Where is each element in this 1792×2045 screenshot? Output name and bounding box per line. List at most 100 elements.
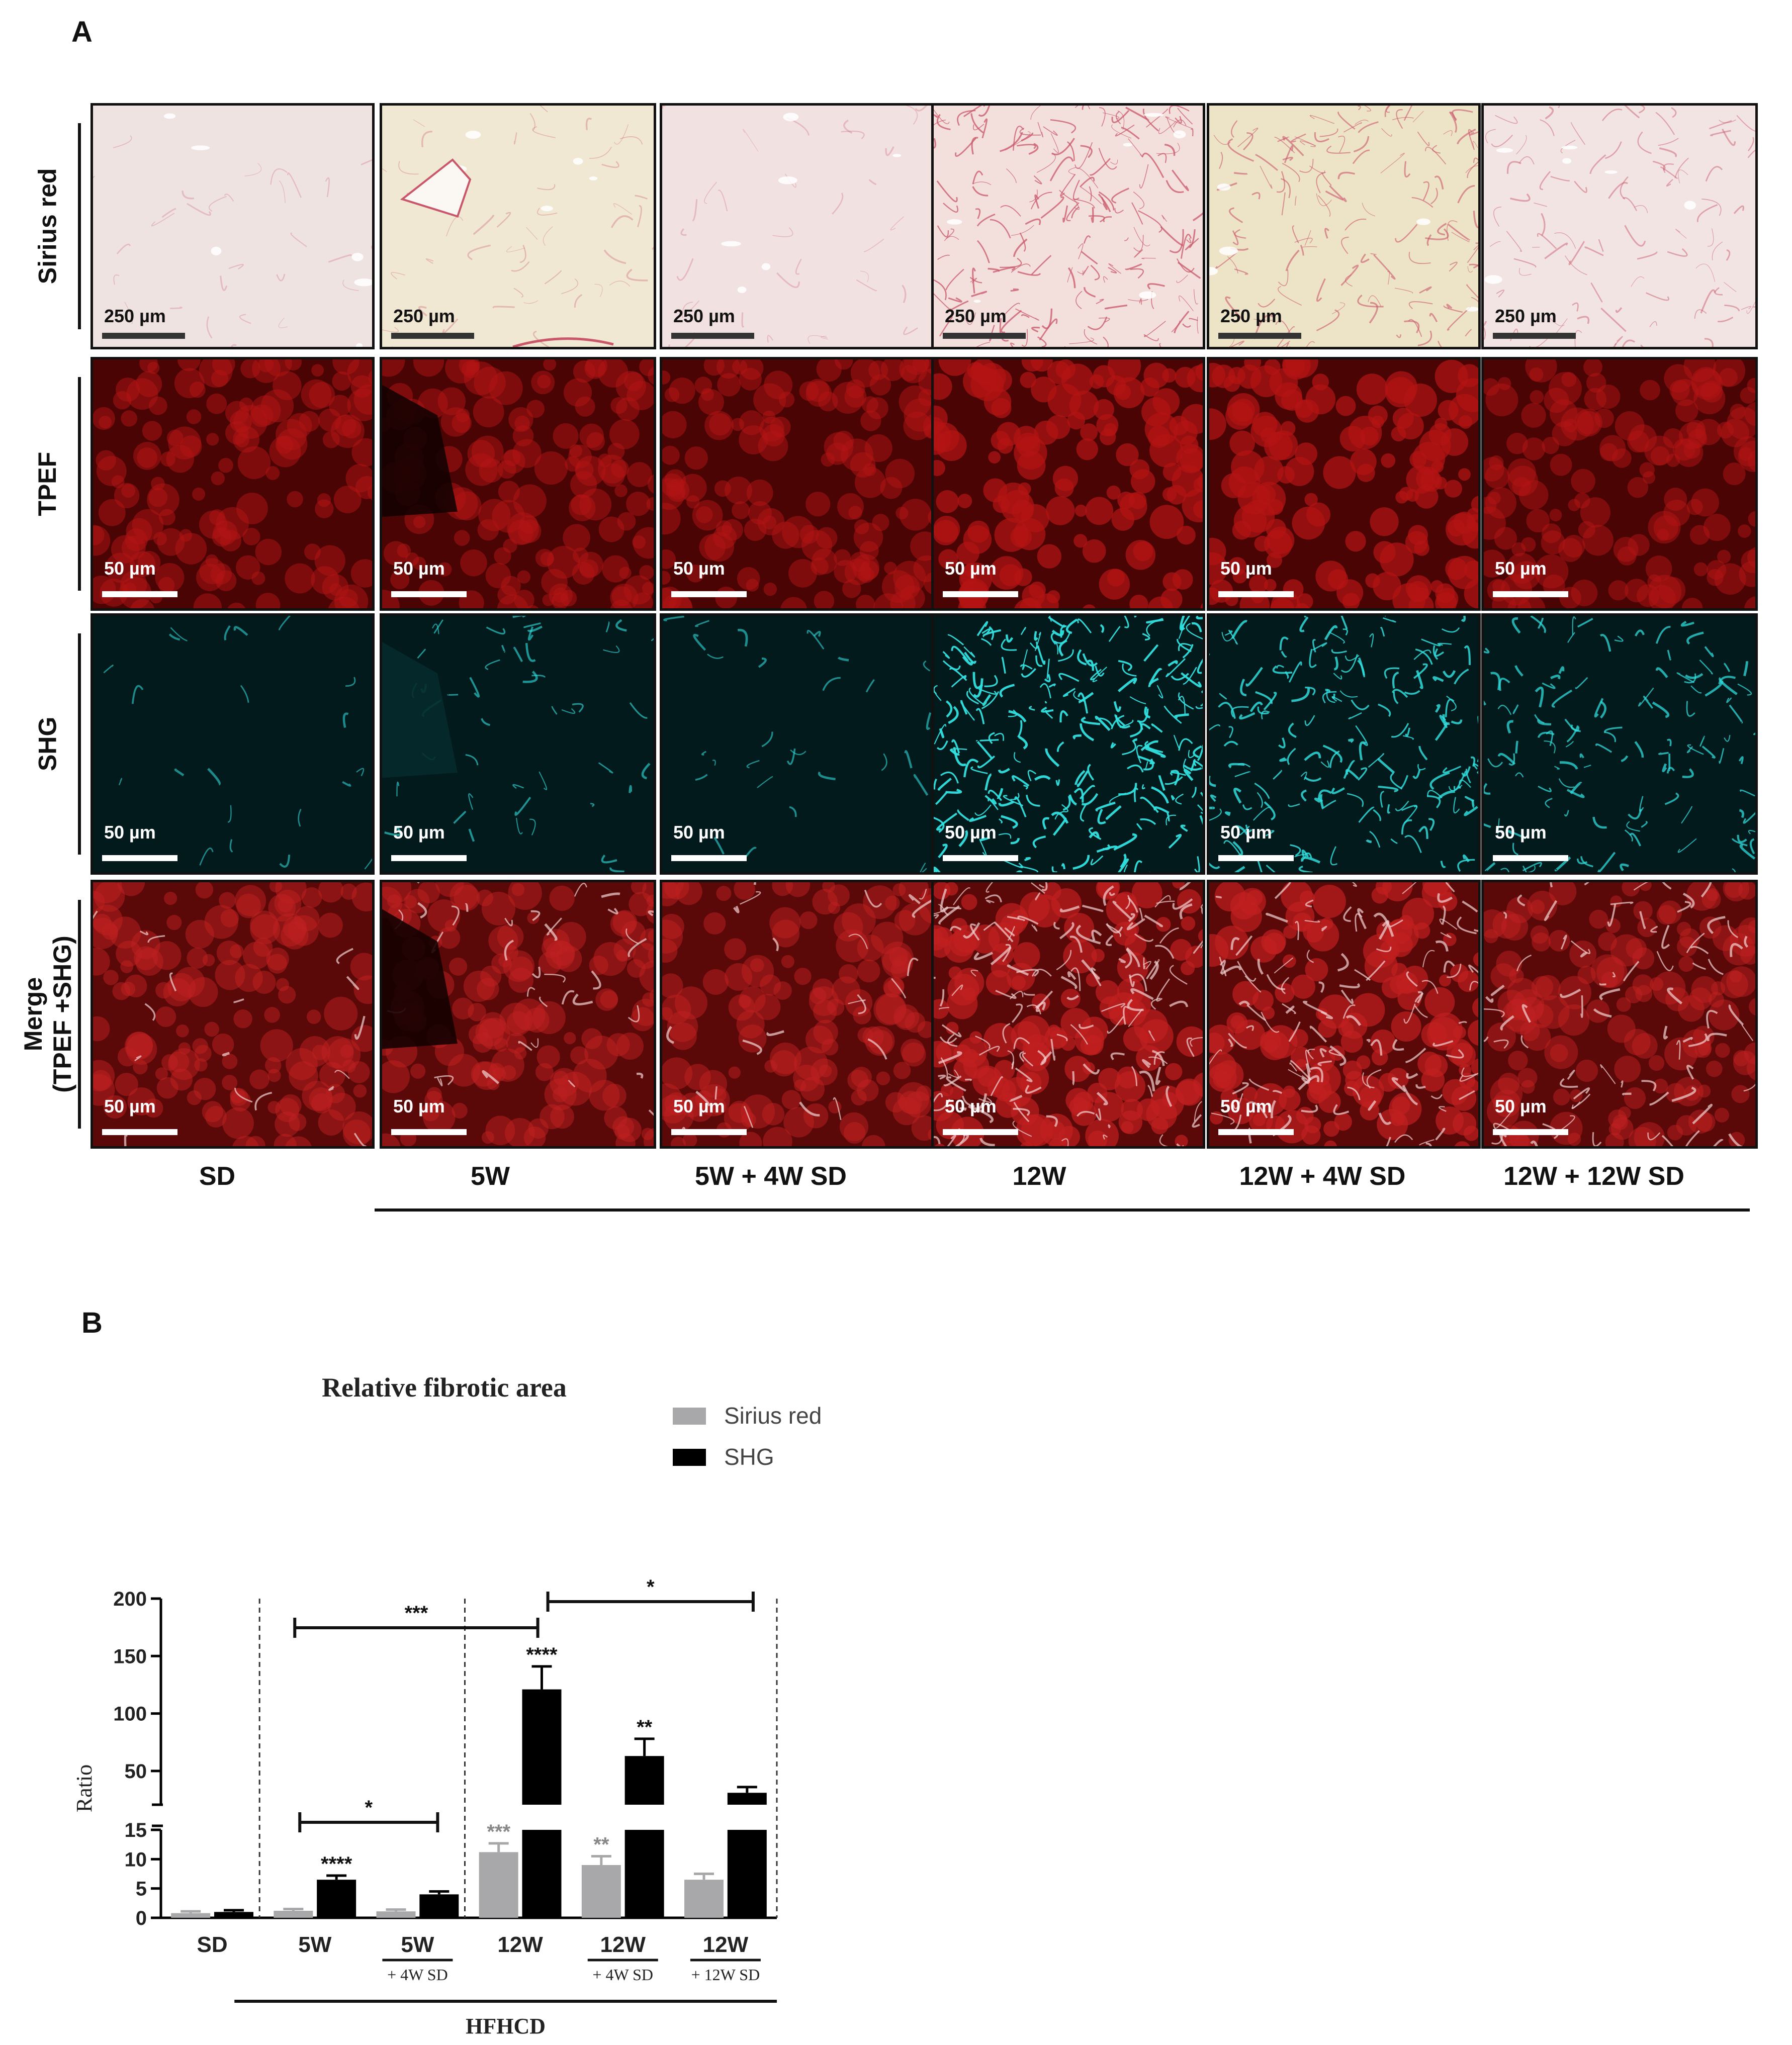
scale-bar-label: 50 µm [945,1096,997,1117]
scale-bar [943,855,1018,861]
bar-segment [522,1830,562,1918]
scale-bar-label: 50 µm [104,822,156,843]
micrograph-merge-5: 50 µm [1481,880,1758,1149]
column-label: 5W [471,1162,510,1191]
scale-bar [943,333,1026,339]
micrograph-shg-3: 50 µm [931,613,1205,875]
scale-bar [391,333,474,339]
x-category-label: 5W [401,1932,434,1957]
micrograph-merge-1: 50 µm [380,880,656,1149]
scale-bar-label: 50 µm [673,558,725,579]
scale-bar [1218,591,1294,597]
row-label-line: SHG [33,716,62,772]
x-axis-group-label: HFHCD [466,2014,546,2036]
scale-bar-label: 50 µm [393,558,445,579]
scale-bar [102,333,185,339]
bar [479,1852,518,1918]
micrograph-sirius-1: 250 µm [380,103,656,349]
scale-bar [1493,333,1576,339]
micrograph-sirius-2: 250 µm [660,103,934,349]
scale-bar [1218,333,1301,339]
legend-swatch [673,1449,706,1466]
scale-bar [671,855,747,861]
column-label: 5W + 4W SD [695,1162,847,1191]
chart-title: Relative fibrotic area [322,1372,567,1403]
hfhcd-group-rule [375,1209,1750,1212]
scale-bar [671,591,747,597]
legend-label: SHG [724,1444,774,1470]
micrograph-merge-0: 50 µm [91,880,375,1149]
scale-bar [102,591,177,597]
row-label-line: (TPEF +SHG) [48,936,76,1093]
x-category-label: 12W [497,1932,543,1957]
comparison-label: * [647,1576,655,1598]
micrograph-shg-2: 50 µm [660,613,934,875]
scale-bar-label: 50 µm [945,822,997,843]
y-tick-label: 5 [136,1878,147,1900]
row-label-merge: Merge (TPEF +SHG) [19,880,76,1149]
scale-bar-label: 250 µm [945,306,1007,326]
x-category-sublabel: + 4W SD [387,1966,448,1984]
bar [376,1911,416,1918]
scale-bar-label: 50 µm [1220,1096,1272,1117]
row-bracket-shg [78,633,81,855]
row-bracket-tpef [78,377,81,591]
row-label-sirius: Sirius red [20,103,75,349]
panel-b-letter: B [81,1307,103,1339]
scale-bar-label: 50 µm [945,558,997,579]
micrograph-merge-4: 50 µm [1207,880,1481,1149]
y-tick-label: 15 [125,1819,147,1841]
micrograph-tpef-1: 50 µm [380,357,656,611]
scale-bar [671,333,754,339]
y-tick-label: 150 [113,1645,147,1667]
bar-segment [624,1830,664,1918]
row-bracket-merge [78,900,81,1129]
bar [214,1912,253,1918]
micrograph-sirius-4: 250 µm [1207,103,1481,349]
scale-bar-label: 250 µm [393,306,455,326]
row-label-line: Merge [19,977,47,1052]
scale-bar [1493,1129,1568,1135]
column-label: 12W + 12W SD [1503,1162,1684,1191]
significance-label: **** [526,1644,558,1666]
significance-label: *** [487,1821,510,1843]
micrograph-shg-5: 50 µm [1481,613,1758,875]
scale-bar [1493,855,1568,861]
bar [171,1913,211,1918]
significance-label: ** [637,1716,653,1738]
bar [727,1793,767,1805]
scale-bar [102,1129,177,1135]
scale-bar-label: 250 µm [1220,306,1282,326]
y-tick-label: 10 [125,1848,147,1871]
micrograph-tpef-3: 50 µm [931,357,1205,611]
legend-swatch [673,1408,706,1425]
scale-bar [671,1129,747,1135]
scale-bar [391,591,467,597]
scale-bar-label: 50 µm [1220,822,1272,843]
micrograph-shg-0: 50 µm [91,613,375,875]
scale-bar [391,1129,467,1135]
bar [624,1756,664,1805]
scale-bar-label: 250 µm [104,306,166,326]
micrograph-tpef-4: 50 µm [1207,357,1481,611]
x-category-label: 12W [703,1932,749,1957]
row-bracket-sirius [78,123,81,329]
x-category-sublabel: + 4W SD [592,1966,653,1984]
x-category-label: SD [197,1932,228,1957]
column-label: 12W [1012,1162,1066,1191]
x-category-label: 5W [298,1932,331,1957]
scale-bar-label: 50 µm [104,1096,156,1117]
scale-bar [1493,591,1568,597]
scale-bar-label: 250 µm [673,306,735,326]
y-tick-label: 50 [125,1760,147,1783]
scale-bar-label: 50 µm [1495,558,1547,579]
scale-bar [1218,855,1294,861]
y-tick-label: 100 [113,1703,147,1725]
micrograph-merge-3: 50 µm [931,880,1205,1149]
y-axis-label: Ratio [72,1764,97,1812]
scale-bar-label: 50 µm [1495,1096,1547,1117]
bar [317,1880,356,1918]
micrograph-merge-2: 50 µm [660,880,934,1149]
micrograph-sirius-0: 250 µm [91,103,375,349]
micrograph-sirius-5: 250 µm [1481,103,1758,349]
